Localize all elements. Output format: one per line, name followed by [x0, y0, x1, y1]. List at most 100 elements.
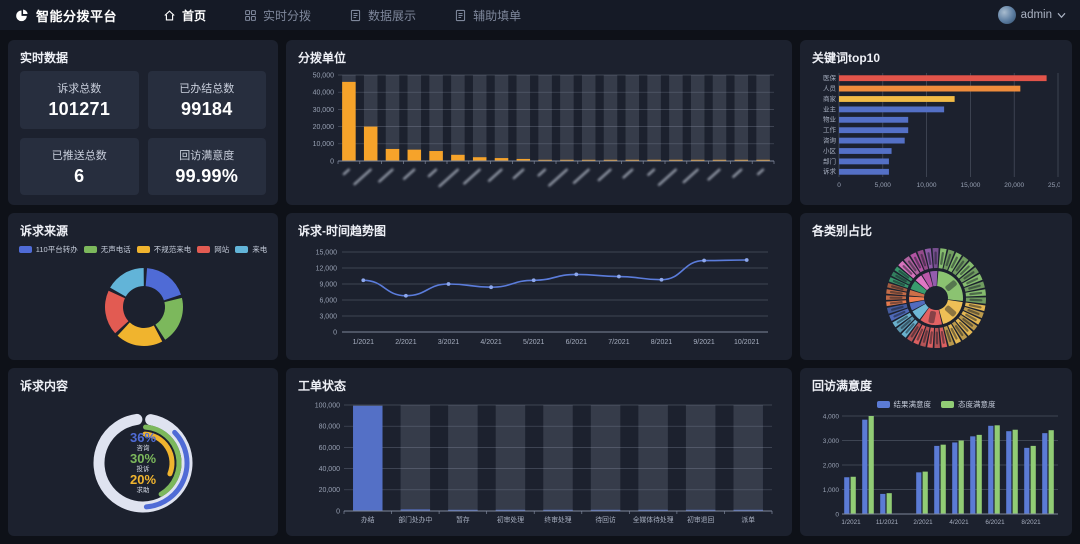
brand: 智能分拨平台: [14, 6, 117, 25]
svg-text:2/2021: 2/2021: [395, 339, 417, 346]
svg-text:3,000: 3,000: [319, 314, 337, 321]
stats-grid: 诉求总数 101271 已办结总数 99184 已推送总数 6 回访满意度 99…: [20, 71, 266, 196]
svg-text:8/2021: 8/2021: [1021, 519, 1041, 526]
svg-text:小区: 小区: [823, 146, 837, 155]
nav-item-label: 数据展示: [368, 8, 417, 23]
svg-text:60,000: 60,000: [319, 445, 341, 452]
legend-item[interactable]: 无声电话: [83, 244, 131, 255]
svg-text:工作: 工作: [823, 126, 837, 135]
svg-text:20%: 20%: [130, 472, 156, 487]
svg-text:初审退回: 初审退回: [687, 515, 714, 524]
svg-text:10/2021: 10/2021: [734, 339, 759, 346]
panel-title: 分拨单位: [298, 51, 347, 65]
svg-text:3/2021: 3/2021: [438, 339, 460, 346]
sources-legend: 110平台转办 无声电话 不规范来电 网站 来电: [18, 244, 267, 255]
satisfaction-legend: 结果满意度 态度满意度: [812, 399, 1060, 410]
home-icon: [164, 9, 175, 20]
svg-text:诉求: 诉求: [823, 167, 837, 176]
panel-title: 关键词top10: [812, 51, 881, 65]
svg-text:1/2021: 1/2021: [841, 519, 861, 526]
legend-item[interactable]: 不规范来电: [136, 244, 191, 255]
order-status-bar-chart: 0 20,000 40,000 60,000 80,000 100,000 办结 部门处办中 暂…: [298, 399, 780, 527]
svg-text:4/2021: 4/2021: [949, 519, 969, 526]
svg-text:40,000: 40,000: [313, 90, 335, 97]
legend-swatch: [197, 246, 211, 254]
panel-title: 工单状态: [298, 379, 347, 393]
nav-item-realtime-dispatch[interactable]: 实时分拨: [244, 7, 311, 24]
svg-text:9,000: 9,000: [319, 282, 337, 289]
legend-swatch: [18, 246, 32, 254]
legend-item[interactable]: 网站: [197, 244, 229, 255]
svg-text:1/2021: 1/2021: [353, 339, 375, 346]
svg-text:商家: 商家: [823, 94, 837, 103]
svg-text:3,000: 3,000: [823, 438, 840, 445]
svg-text:10,000: 10,000: [917, 182, 937, 189]
svg-text:人员: 人员: [823, 85, 837, 93]
svg-text:咨询: 咨询: [823, 136, 837, 145]
stat-card-pushed: 已推送总数 6: [20, 137, 139, 196]
stat-value: 101271: [48, 99, 111, 120]
legend-swatch: [136, 246, 150, 254]
svg-text:求助: 求助: [137, 485, 151, 494]
sources-donut-chart: [20, 257, 266, 355]
svg-text:2,000: 2,000: [823, 463, 840, 470]
panel-dispatch-units: 分拨单位 0 10,000 20,000 30,000 40,000 50,000: [286, 40, 792, 205]
username: admin: [1020, 9, 1052, 21]
svg-text:6,000: 6,000: [319, 298, 337, 305]
svg-text:5,000: 5,000: [875, 182, 892, 189]
svg-text:36%: 36%: [130, 430, 156, 445]
legend-item[interactable]: 110平台转办: [18, 244, 78, 255]
stat-card-completed: 已办结总数 99184: [147, 71, 266, 129]
dispatch-units-bar-chart: 0 10,000 20,000 30,000 40,000 50,000: [298, 71, 780, 193]
svg-text:30%: 30%: [130, 451, 156, 466]
svg-text:6/2021: 6/2021: [566, 339, 588, 346]
nav-item-label: 首页: [182, 8, 207, 23]
svg-text:终审处理: 终审处理: [544, 515, 571, 524]
svg-text:医保: 医保: [823, 74, 837, 83]
pie-logo-icon: [16, 8, 28, 21]
svg-text:50,000: 50,000: [313, 73, 335, 80]
keywords-hbar-chart: 0 5,000 10,000 15,000 20,000 25,000 医保人员商家业主物业…: [812, 71, 1068, 195]
svg-text:8/2021: 8/2021: [651, 339, 673, 346]
svg-text:15,000: 15,000: [960, 182, 980, 189]
app-title: 智能分拨平台: [36, 8, 118, 24]
svg-text:40,000: 40,000: [319, 466, 341, 473]
panel-trend: 诉求-时间趋势图 0 3,000 6,000 9,000 12,000 15,000 1/2…: [286, 213, 792, 360]
svg-text:0: 0: [835, 512, 839, 519]
stat-value: 6: [74, 165, 85, 186]
svg-text:7/2021: 7/2021: [608, 339, 630, 346]
user-menu[interactable]: admin: [997, 6, 1066, 24]
stat-label: 回访满意度: [179, 149, 235, 162]
nav-item-home[interactable]: 首页: [163, 7, 206, 24]
svg-text:初审处理: 初审处理: [497, 515, 524, 524]
chevron-down-icon: [1057, 12, 1066, 18]
svg-text:全媒体待处理: 全媒体待处理: [633, 515, 674, 524]
legend-item[interactable]: 态度满意度: [941, 399, 996, 410]
svg-text:咨询: 咨询: [137, 443, 151, 452]
svg-text:20,000: 20,000: [313, 124, 335, 131]
panel-title: 诉求内容: [20, 379, 69, 393]
dashboard-grid: 实时数据 诉求总数 101271 已办结总数 99184 已推送总数 6 回访满…: [0, 30, 1080, 544]
svg-text:2/2021: 2/2021: [913, 519, 933, 526]
document-icon: [350, 9, 361, 21]
stat-card-satisfaction: 回访满意度 99.99%: [147, 137, 266, 196]
panel-order-status: 工单状态 0 20,000 40,000 60,000 80,000 100,000 办结 部…: [286, 368, 792, 536]
legend-item[interactable]: 来电: [235, 244, 267, 255]
stat-label: 已办结总数: [179, 83, 235, 96]
nav-item-assist-form[interactable]: 辅助填单: [454, 7, 521, 24]
svg-text:12,000: 12,000: [316, 266, 338, 273]
legend-swatch: [941, 401, 954, 409]
svg-text:办结: 办结: [361, 515, 375, 524]
legend-item[interactable]: 结果满意度: [876, 399, 931, 410]
stat-value: 99.99%: [175, 165, 239, 186]
svg-text:20,000: 20,000: [319, 488, 341, 495]
svg-text:4/2021: 4/2021: [480, 339, 502, 346]
satisfaction-grouped-bar-chart: 0 1,000 2,000 3,000 4,000 1/2021 11/2021 2/2021…: [812, 412, 1060, 528]
legend-swatch: [83, 246, 97, 254]
nav-item-data-display[interactable]: 数据展示: [349, 7, 416, 24]
svg-text:暂存: 暂存: [456, 515, 470, 524]
svg-text:投诉: 投诉: [137, 464, 151, 473]
svg-text:20,000: 20,000: [1004, 182, 1024, 189]
stat-label: 已推送总数: [51, 149, 107, 162]
svg-text:部门处办中: 部门处办中: [398, 515, 432, 524]
